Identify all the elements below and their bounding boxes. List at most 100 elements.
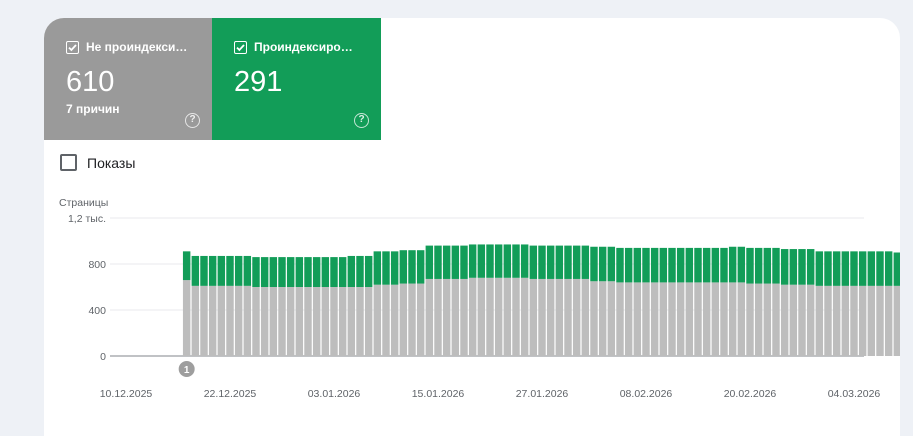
annotation-marker[interactable]: 1: [178, 361, 195, 377]
not-indexed-tile[interactable]: Не проиндексир… 610 7 причин ?: [44, 18, 212, 140]
bar-not-indexed: [434, 278, 442, 356]
bar-not-indexed: [858, 285, 867, 356]
bar-indexed: [312, 257, 321, 287]
bar-not-indexed: [893, 285, 900, 356]
bar-not-indexed: [520, 277, 529, 356]
checkbox-checked-icon[interactable]: [66, 40, 79, 54]
bar-indexed: [728, 246, 737, 283]
bar-indexed: [815, 251, 824, 286]
bar-indexed: [520, 244, 529, 278]
bar-indexed: [512, 244, 520, 278]
checkbox-unchecked-icon[interactable]: [60, 154, 77, 171]
bar-indexed: [607, 246, 616, 282]
bar-not-indexed: [373, 284, 382, 356]
x-tick-label: 22.12.2025: [204, 388, 257, 400]
bar-indexed: [260, 257, 269, 287]
bar-not-indexed: [356, 287, 364, 356]
bar-not-indexed: [607, 281, 616, 356]
bar-not-indexed: [208, 285, 217, 356]
bar-indexed: [182, 251, 191, 281]
bar-indexed: [416, 250, 425, 284]
bar-not-indexed: [338, 287, 347, 356]
bar-indexed: [278, 257, 286, 287]
bar-not-indexed: [780, 284, 789, 356]
bar-indexed: [494, 244, 503, 278]
bar-not-indexed: [832, 285, 841, 356]
bar-indexed: [243, 255, 252, 286]
x-tick-label: 10.12.2025: [100, 388, 153, 400]
not-indexed-reasons: 7 причин: [66, 102, 120, 116]
bar-not-indexed: [191, 285, 200, 356]
bar-indexed: [737, 246, 746, 283]
bar-not-indexed: [659, 282, 668, 356]
bar-not-indexed: [720, 282, 728, 356]
bar-not-indexed: [312, 287, 321, 356]
help-icon[interactable]: ?: [185, 113, 200, 128]
bar-indexed: [538, 245, 546, 279]
bar-indexed: [234, 255, 243, 286]
bar-not-indexed: [772, 283, 780, 356]
bar-indexed: [321, 257, 330, 287]
bar-indexed: [217, 255, 226, 286]
bar-indexed: [434, 245, 442, 279]
bar-indexed: [503, 244, 512, 278]
bar-not-indexed: [746, 283, 754, 356]
bar-indexed: [772, 247, 780, 284]
bar-indexed: [876, 251, 884, 286]
not-indexed-count: 610: [66, 66, 115, 98]
bar-indexed: [529, 245, 538, 279]
bar-not-indexed: [451, 278, 460, 356]
bar-not-indexed: [642, 282, 650, 356]
help-icon[interactable]: ?: [354, 113, 369, 128]
bar-not-indexed: [850, 285, 858, 356]
indexed-tile[interactable]: Проиндексирова… 291 ?: [212, 18, 381, 140]
bar-not-indexed: [442, 278, 451, 356]
x-tick-label: 03.01.2026: [308, 388, 361, 400]
bar-indexed: [208, 255, 217, 286]
bar-indexed: [806, 249, 815, 285]
bar-not-indexed: [382, 284, 390, 356]
bar-not-indexed: [598, 281, 607, 356]
bar-indexed: [468, 244, 477, 278]
bar-not-indexed: [200, 285, 208, 356]
checkbox-checked-icon[interactable]: [234, 40, 247, 54]
bar-indexed: [486, 244, 494, 278]
x-tick-label: 15.01.2026: [412, 388, 465, 400]
bar-indexed: [347, 255, 356, 287]
bar-indexed: [252, 257, 260, 287]
bar-indexed: [590, 246, 598, 282]
bar-indexed: [382, 251, 390, 285]
y-axis-title: Страницы: [59, 197, 108, 209]
bar-not-indexed: [538, 278, 546, 356]
bar-not-indexed: [399, 283, 408, 356]
bar-not-indexed: [581, 278, 590, 356]
bar-not-indexed: [226, 285, 234, 356]
bar-not-indexed: [468, 277, 477, 356]
bar-not-indexed: [390, 284, 399, 356]
bar-indexed: [399, 250, 408, 284]
impressions-toggle[interactable]: Показы: [60, 154, 135, 171]
y-tick-label: 400: [88, 305, 106, 317]
bar-indexed: [711, 247, 720, 283]
bar-indexed: [373, 251, 382, 285]
bar-indexed: [858, 251, 867, 286]
bar-not-indexed: [234, 285, 243, 356]
bar-indexed: [295, 257, 304, 287]
bar-indexed: [286, 257, 295, 287]
bar-indexed: [364, 255, 373, 287]
bar-not-indexed: [702, 282, 711, 356]
bar-not-indexed: [260, 287, 269, 356]
bar-indexed: [832, 251, 841, 286]
bar-indexed: [702, 247, 711, 283]
bar-indexed: [763, 247, 772, 284]
bar-not-indexed: [512, 277, 520, 356]
bar-not-indexed: [763, 283, 772, 356]
bar-not-indexed: [252, 287, 260, 356]
bar-indexed: [555, 245, 564, 279]
bar-indexed: [720, 247, 728, 283]
bar-not-indexed: [555, 278, 564, 356]
x-tick-label: 27.01.2026: [516, 388, 569, 400]
y-tick-label: 1,2 тыс.: [68, 213, 106, 225]
bar-indexed: [226, 255, 234, 286]
bar-not-indexed: [789, 284, 798, 356]
